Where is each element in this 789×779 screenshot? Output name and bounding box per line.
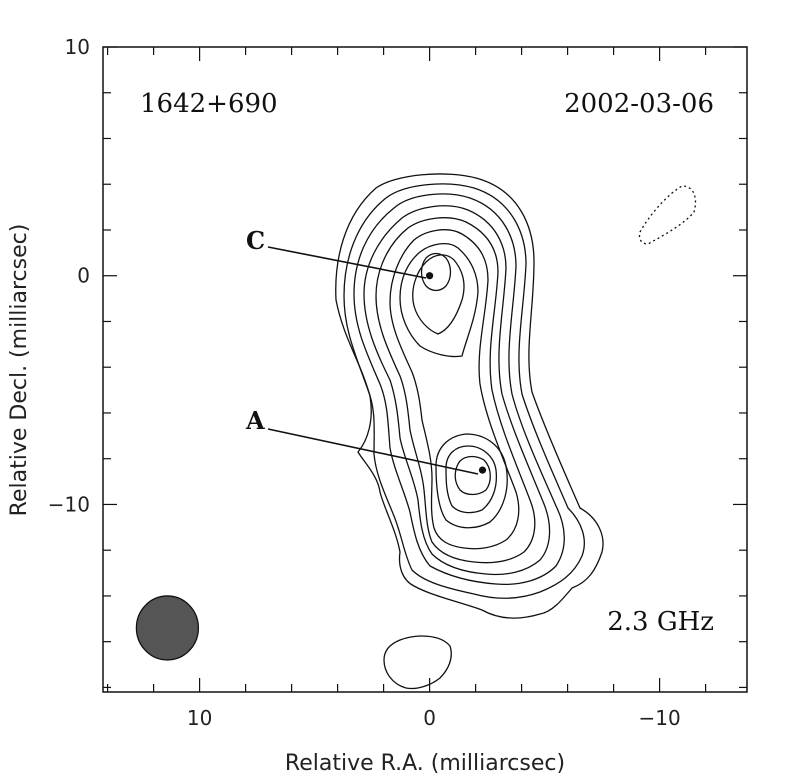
x-tick-label: 0 (423, 706, 436, 730)
y-tick-label: 0 (77, 264, 90, 288)
date-label: 2002-03-06 (564, 89, 714, 119)
x-axis-label: Relative R.A. (milliarcsec) (285, 751, 565, 776)
contour-negative (638, 185, 697, 245)
contour-level-7b (435, 433, 508, 529)
y-axis-label: Relative Decl. (milliarcsec) (7, 224, 32, 517)
component-A-leader (267, 428, 479, 475)
contour-level-8b (445, 445, 498, 514)
y-tick-label: −10 (48, 492, 90, 516)
component-C-marker (426, 272, 434, 280)
contour-level-4 (363, 205, 551, 576)
contour-level-9 (420, 252, 452, 292)
component-A-label: A (245, 406, 265, 435)
contour-level-3 (353, 193, 565, 586)
contour-level-2 (343, 183, 585, 599)
x-tick-label: −10 (638, 706, 680, 730)
contour-level-7 (399, 242, 479, 358)
contour-level-5 (375, 217, 536, 564)
y-tick-label: 10 (65, 35, 90, 59)
x-tick-label: 10 (187, 706, 212, 730)
plot-frame (102, 46, 748, 693)
tick-marks (103, 46, 747, 692)
component-C-label: C (246, 226, 265, 255)
source-name-label: 1642+690 (140, 89, 278, 119)
component-C-leader (267, 246, 427, 279)
contour-level-6 (389, 229, 520, 550)
contour-level-1 (335, 173, 604, 619)
contour-level-9b (454, 455, 491, 496)
contour-level-8 (412, 254, 465, 335)
contour-bottom-island (383, 635, 452, 690)
contour-lines (335, 173, 697, 690)
beam-ellipse (135, 595, 200, 661)
frequency-label: 2.3 GHz (607, 607, 714, 637)
component-A-marker (478, 466, 487, 474)
